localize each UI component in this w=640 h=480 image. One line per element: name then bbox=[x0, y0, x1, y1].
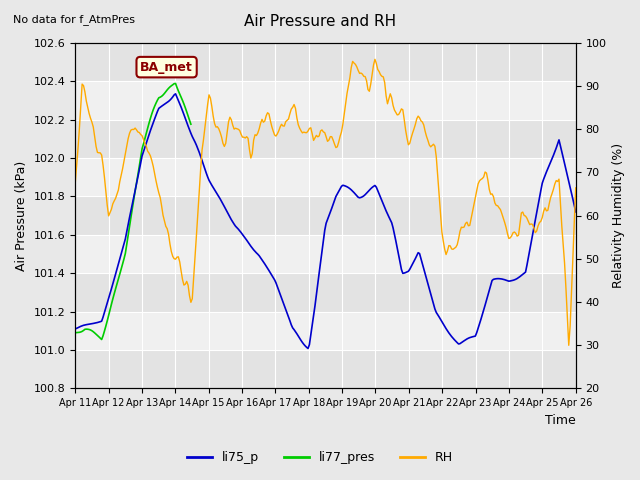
Bar bbox=[75, 43, 576, 82]
Bar bbox=[75, 350, 576, 388]
Legend: li75_p, li77_pres, RH: li75_p, li77_pres, RH bbox=[182, 446, 458, 469]
Text: No data for f_AtmPres: No data for f_AtmPres bbox=[13, 14, 135, 25]
Text: BA_met: BA_met bbox=[140, 60, 193, 73]
Bar bbox=[75, 196, 576, 235]
Y-axis label: Relativity Humidity (%): Relativity Humidity (%) bbox=[612, 143, 625, 288]
Text: Air Pressure and RH: Air Pressure and RH bbox=[244, 14, 396, 29]
Bar bbox=[75, 273, 576, 312]
Bar bbox=[75, 120, 576, 158]
Y-axis label: Air Pressure (kPa): Air Pressure (kPa) bbox=[15, 160, 28, 271]
X-axis label: Time: Time bbox=[545, 414, 576, 427]
